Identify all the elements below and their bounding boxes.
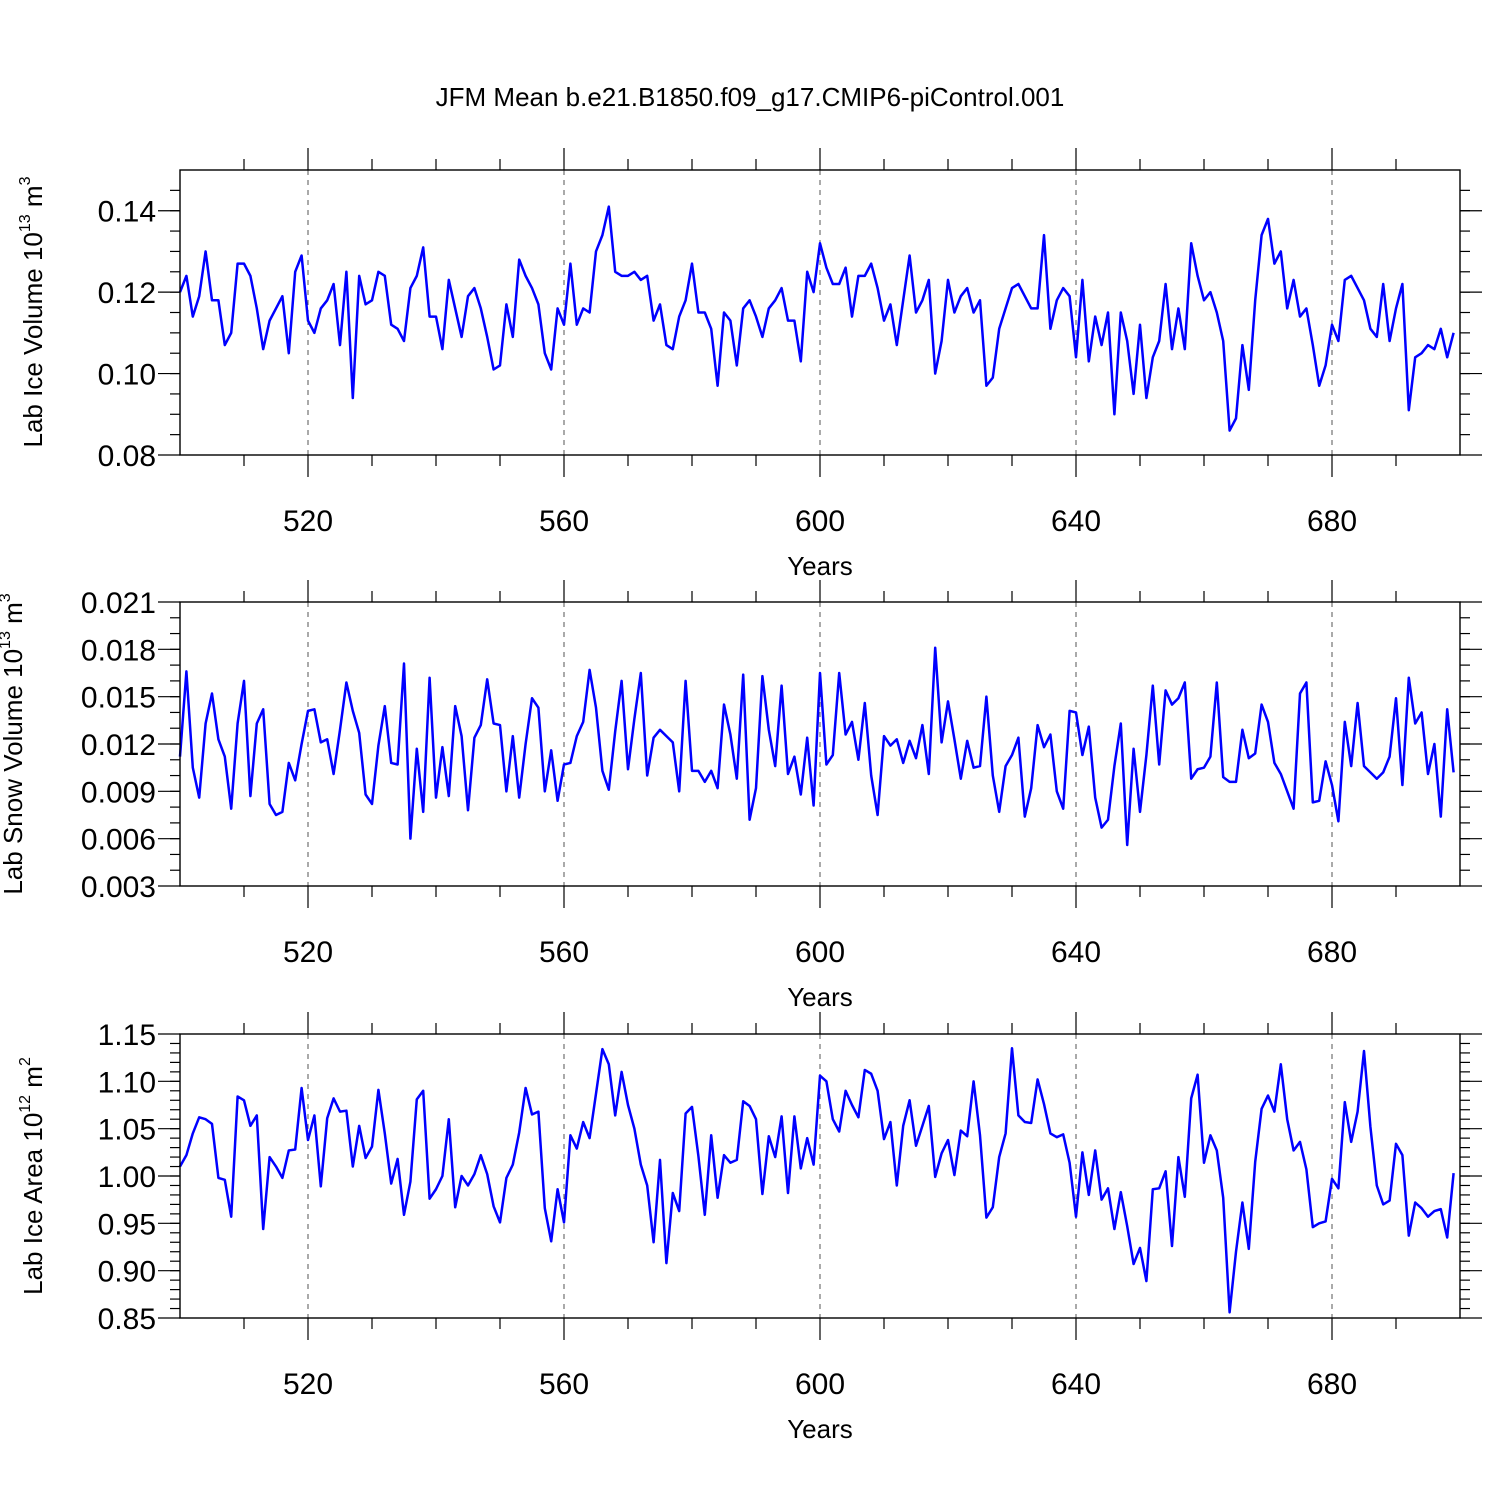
- y-tick-label: 0.10: [98, 359, 156, 392]
- panel-ice-volume: 0.08 0.10 0.12 0.14 520 560 600 640 680 Years Lab …: [17, 148, 1482, 581]
- y-tick-label: 0.021: [81, 587, 156, 620]
- y-tick-label: 1.15: [98, 1019, 156, 1052]
- y-axis-label-part: m: [18, 185, 48, 214]
- y-tick-label: 0.006: [81, 824, 156, 857]
- y-tick-label: 1.10: [98, 1066, 156, 1099]
- y-tick-label: 0.018: [81, 634, 156, 667]
- y-axis-label: Lab Ice Volume 1013 m3: [17, 176, 48, 447]
- panel-2-data-line: [178, 1046, 1455, 1314]
- x-axis-label: Years: [787, 551, 853, 581]
- x-tick-label: 640: [1051, 1368, 1101, 1401]
- y-axis-label-part: 3: [17, 176, 34, 185]
- y-axis-label-part: m: [0, 602, 28, 631]
- panel-0-plot-frame: [179, 169, 1461, 456]
- y-tick-label: 0.12: [98, 277, 156, 310]
- panel-0-data-line: [178, 205, 1455, 432]
- y-tick-label: 0.90: [98, 1256, 156, 1289]
- y-tick-label: 0.015: [81, 682, 156, 715]
- y-tick-label: 0.012: [81, 729, 156, 762]
- y-axis-label-part: 13: [0, 631, 14, 649]
- figure-title: JFM Mean b.e21.B1850.f09_g17.CMIP6-piCon…: [436, 82, 1065, 112]
- y-axis-label-part: Lab Snow Volume 10: [0, 649, 28, 895]
- x-axis-label: Years: [787, 982, 853, 1012]
- y-tick-label: 0.14: [98, 196, 156, 229]
- x-tick-label: 640: [1051, 936, 1101, 969]
- x-tick-label: 600: [795, 505, 845, 538]
- x-tick-label: 680: [1307, 505, 1357, 538]
- x-tick-label: 520: [283, 936, 333, 969]
- y-tick-label: 0.08: [98, 440, 156, 473]
- y-tick-label: 0.009: [81, 776, 156, 809]
- x-tick-label: 600: [795, 936, 845, 969]
- y-axis-label-part: 2: [17, 1057, 34, 1066]
- x-tick-label: 560: [539, 505, 589, 538]
- x-tick-label: 600: [795, 1368, 845, 1401]
- y-axis-label-part: 13: [17, 214, 34, 232]
- panel-ice-area: 0.85 0.90 0.95 1.00 1.05 1.10 1.15 520 560 600 640…: [17, 1012, 1482, 1444]
- y-tick-label: 0.85: [98, 1303, 156, 1336]
- panel-1-plot-frame: [179, 601, 1461, 887]
- panel-2-plot-frame: [179, 1033, 1461, 1319]
- x-tick-label: 680: [1307, 1368, 1357, 1401]
- y-tick-label: 0.003: [81, 871, 156, 904]
- y-tick-label: 0.95: [98, 1208, 156, 1241]
- x-tick-label: 560: [539, 1368, 589, 1401]
- x-tick-label: 520: [283, 505, 333, 538]
- y-tick-label: 1.05: [98, 1114, 156, 1147]
- y-axis-label-part: Lab Ice Volume 10: [18, 232, 48, 447]
- y-axis-label-part: m: [18, 1066, 48, 1095]
- y-axis-label: Lab Snow Volume 1013 m3: [0, 593, 28, 894]
- x-axis-label: Years: [787, 1414, 853, 1444]
- x-tick-label: 640: [1051, 505, 1101, 538]
- y-axis-label-part: 3: [0, 593, 14, 602]
- panel-snow-volume: 0.003 0.006 0.009 0.012 0.015 0.018 0.021 520 56…: [0, 580, 1482, 1012]
- y-tick-label: 1.00: [98, 1161, 156, 1194]
- y-axis-label: Lab Ice Area 1012 m2: [17, 1057, 48, 1295]
- x-tick-label: 680: [1307, 936, 1357, 969]
- panel-1-data-line: [178, 646, 1455, 847]
- x-tick-label: 560: [539, 936, 589, 969]
- x-tick-label: 520: [283, 1368, 333, 1401]
- y-axis-label-part: 12: [17, 1095, 34, 1113]
- y-axis-label-part: Lab Ice Area 10: [18, 1113, 48, 1295]
